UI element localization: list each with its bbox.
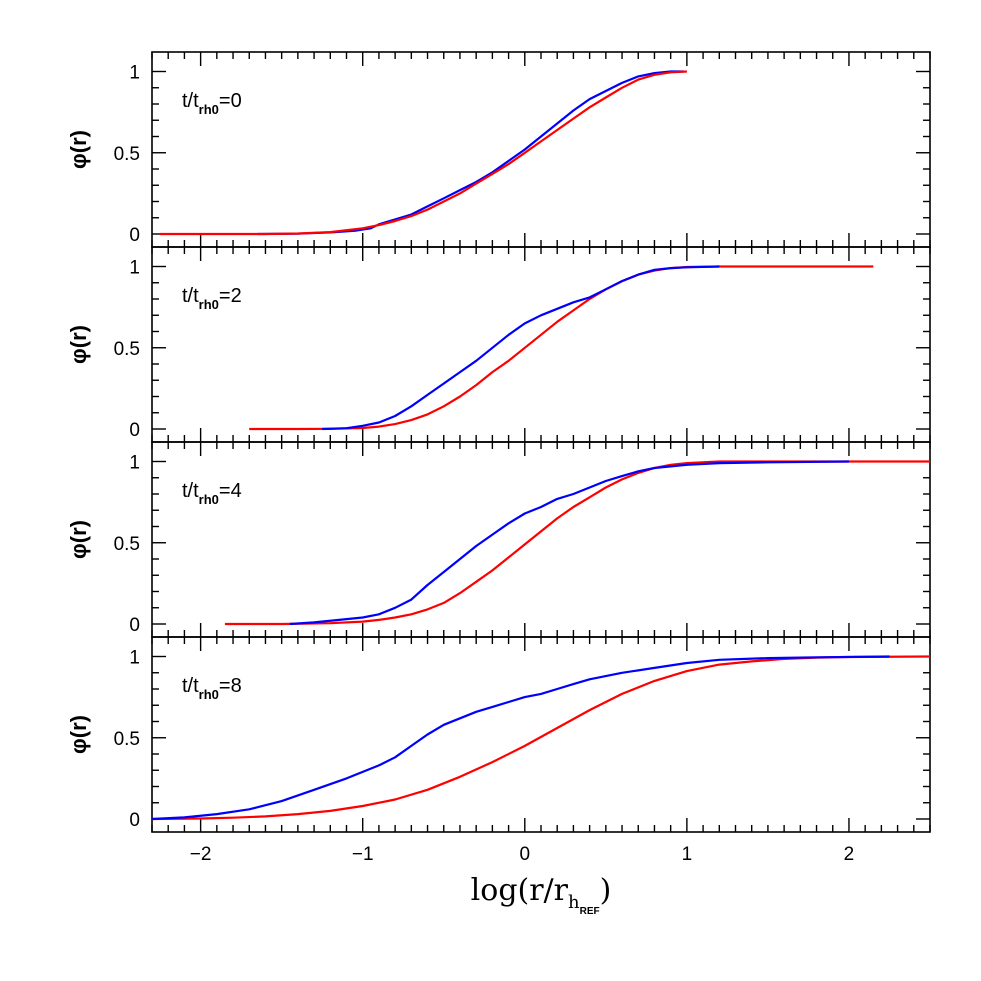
panel-annotation: t/trh0=2 [182, 285, 242, 312]
y-tick-label: 0.5 [114, 144, 140, 165]
panel-frame [151, 636, 931, 833]
red-series-line [160, 70, 687, 236]
y-axis-label: φ(r) [66, 520, 91, 559]
y-tick-label: 0 [129, 225, 140, 246]
blue-series-line [257, 70, 684, 236]
y-axis-label: φ(r) [66, 325, 91, 364]
panel-3: 0 0.5 1 φ(r) t/trh0=8 [66, 636, 931, 833]
y-tick-label: 1 [129, 258, 140, 279]
y-tick-label: 1 [129, 648, 140, 669]
x-tick-label: 2 [844, 844, 855, 865]
y-tick-label: 0 [129, 420, 140, 441]
panel-2: 0 0.5 1 φ(r) t/trh0=4 [66, 441, 931, 638]
x-tick-label: 1 [682, 844, 693, 865]
x-tick-labels: −2 −1 0 1 2 [190, 844, 854, 865]
panel-annotation: t/trh0=0 [182, 90, 242, 117]
blue-series-line [289, 460, 850, 626]
x-axis-label: log(r/rhREF) [471, 873, 612, 917]
y-axis-label: φ(r) [66, 715, 91, 754]
panel-annotation: t/trh0=4 [182, 480, 242, 507]
panel-frame [151, 51, 931, 248]
y-tick-label: 0 [129, 615, 140, 636]
x-tick-label: 0 [520, 844, 531, 865]
red-series-line [224, 460, 930, 626]
panel-0: 0 0.5 1 φ(r) t/trh0=0 [66, 51, 931, 248]
y-tick-label: 0.5 [114, 729, 140, 750]
y-tick-label: 0.5 [114, 339, 140, 360]
y-tick-label: 1 [129, 63, 140, 84]
y-tick-label: 0.5 [114, 534, 140, 555]
blue-series-line [151, 655, 890, 821]
y-tick-label: 0 [129, 810, 140, 831]
panel-annotation: t/trh0=8 [182, 675, 242, 702]
panel-1: 0 0.5 1 φ(r) t/trh0=2 [66, 246, 931, 443]
y-tick-label: 1 [129, 453, 140, 474]
panel-frame [151, 441, 931, 638]
x-tick-label: −2 [190, 844, 212, 865]
red-series-line [151, 655, 931, 821]
red-series-line [249, 265, 874, 431]
blue-series-line [322, 265, 720, 431]
x-tick-label: −1 [352, 844, 374, 865]
panels: 0 0.5 1 φ(r) t/trh0=0 0 0.5 1 φ(r) t/trh0=2 0 0.5 1 φ… [66, 51, 931, 833]
panel-frame [151, 246, 931, 443]
y-axis-label: φ(r) [66, 130, 91, 169]
